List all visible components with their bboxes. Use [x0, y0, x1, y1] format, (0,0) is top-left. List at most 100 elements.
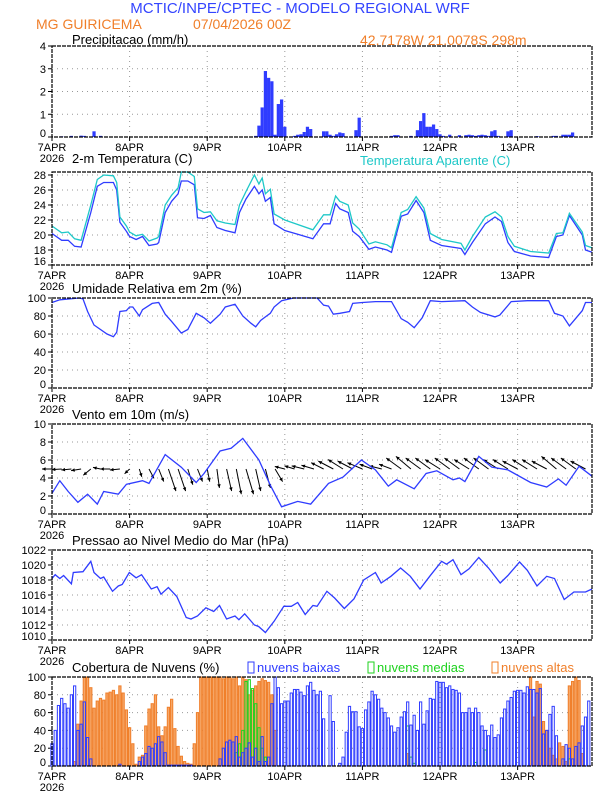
x-tick-label: 10APR — [267, 142, 302, 154]
wind-arrow-head — [71, 468, 75, 472]
precip-bar — [322, 131, 326, 137]
cloud-bar-nuvens-baixas — [409, 724, 413, 767]
series-line-velocidade-do-vento — [51, 437, 593, 508]
precip-bar — [279, 99, 284, 137]
cloud-bar-nuvens-baixas — [244, 747, 248, 767]
x-tick-label: 7APR — [38, 645, 67, 657]
cloud-bar-nuvens-baixas — [425, 710, 429, 767]
x-tick-label: 7APR — [38, 519, 67, 531]
y-tick-label: 60 — [34, 708, 46, 720]
wind-arrow-head — [395, 456, 400, 461]
y-tick-label: 40 — [34, 725, 46, 737]
y-tick-label: 8 — [40, 437, 46, 449]
cloud-bar-nuvens-baixas — [477, 712, 481, 767]
x-tick-label: 11APR — [345, 771, 379, 783]
plot-frame — [51, 171, 593, 266]
wind-arrow-head — [274, 465, 279, 470]
cloud-bar-nuvens-baixas — [448, 685, 452, 767]
cloud-bar-nuvens-altas — [212, 676, 216, 767]
station-name: MG GUIRICEMA — [36, 16, 142, 32]
y-tick-label: 80 — [34, 311, 46, 323]
cloud-bar-nuvens-baixas — [396, 727, 400, 767]
cloud-bar-nuvens-altas — [105, 692, 109, 767]
x-tick-label: 12APR — [423, 270, 458, 282]
cloud-bar-nuvens-baixas — [292, 688, 297, 767]
cloud-bar-nuvens-altas — [195, 712, 200, 767]
panel-wind: Vento em 10m (m/s) 0 2 4 6 8 10 7APR 8APR 9APR 10A… — [34, 407, 593, 542]
y-tick-label: 1018 — [22, 575, 46, 587]
wind-arrow-head — [61, 467, 66, 472]
cloud-bar-nuvens-baixas — [451, 688, 455, 767]
x-tick-label: 8APR — [115, 142, 144, 154]
cloud-bar-nuvens-baixas — [331, 721, 335, 767]
cloud-bar-nuvens-altas — [131, 743, 135, 767]
cloud-bar-nuvens-baixas — [499, 717, 504, 767]
wind-arrow-head — [207, 477, 211, 482]
cloud-bar-nuvens-baixas — [587, 700, 591, 767]
cloud-bar-nuvens-baixas — [444, 687, 449, 767]
cloud-bar-nuvens-baixas — [56, 704, 61, 767]
cloud-bar-nuvens-baixas — [380, 707, 384, 767]
cloud-bar-nuvens-baixas — [389, 725, 394, 767]
cloud-bar-nuvens-altas — [202, 676, 206, 767]
cloud-bar-nuvens-baixas — [412, 714, 416, 767]
precip-bar — [457, 135, 462, 137]
x-tick-label: 9APR — [193, 519, 222, 531]
cloud-bar-nuvens-baixas — [305, 685, 310, 767]
cloud-bar-nuvens-baixas — [503, 708, 507, 767]
cloud-bar-nuvens-altas — [102, 699, 106, 767]
cloud-bar-nuvens-altas — [218, 676, 222, 767]
cloud-bar-nuvens-altas — [179, 755, 183, 767]
y-tick-label: 26 — [34, 185, 46, 197]
cloud-bar-nuvens-baixas — [376, 698, 381, 767]
y-tick-label: 22 — [34, 215, 46, 227]
wind-arrow — [255, 468, 262, 492]
cloud-bar-nuvens-baixas — [302, 695, 306, 767]
precip-bar — [334, 134, 339, 137]
precip-bar — [257, 125, 261, 137]
wind-arrow-head — [182, 487, 187, 492]
cloud-bar-nuvens-altas — [267, 681, 271, 767]
wind-arrow-head — [328, 459, 332, 463]
precip-bar — [354, 130, 358, 137]
precip-bar — [325, 131, 329, 137]
cloud-bar-nuvens-altas — [98, 697, 103, 767]
y-tick-label: 1020 — [22, 560, 46, 572]
cloud-bar-nuvens-baixas — [299, 691, 303, 767]
cloud-bar-nuvens-baixas — [428, 697, 432, 767]
x-tick-label: 7APR — [38, 142, 67, 154]
x-tick-label: 11APR — [345, 645, 379, 657]
x-tick-label: 9APR — [193, 771, 222, 783]
cloud-bar-nuvens-baixas — [554, 735, 559, 767]
precip-bar — [331, 135, 335, 137]
y-tick-label: 2 — [40, 87, 46, 99]
cloud-bar-nuvens-altas — [166, 706, 171, 767]
precip-bar — [283, 126, 287, 137]
wind-arrow-head — [434, 457, 439, 462]
cloud-bar-nuvens-baixas — [490, 724, 494, 767]
cloud-bar-nuvens-baixas — [583, 716, 588, 767]
cloud-bar-nuvens-altas — [170, 698, 174, 767]
wind-arrow-head — [311, 462, 316, 466]
cloud-bar-nuvens-baixas — [486, 735, 491, 767]
precip-bar — [305, 126, 310, 137]
cloud-bar-nuvens-baixas — [438, 681, 442, 767]
cloud-bar-nuvens-altas — [124, 709, 128, 767]
cloud-bar-nuvens-altas — [558, 742, 562, 767]
x-tick-label: 13APR — [500, 645, 535, 657]
cloud-bar-nuvens-baixas — [73, 685, 77, 767]
wind-arrow-head — [318, 461, 323, 465]
cloud-bar-nuvens-altas — [205, 676, 209, 767]
cloud-bar-nuvens-baixas — [473, 707, 478, 767]
cloud-bar-nuvens-altas — [111, 689, 116, 767]
x-tick-label: 8APR — [115, 270, 144, 282]
wind-arrow-head — [229, 487, 233, 492]
y-tick-label: 40 — [34, 347, 46, 359]
cloud-bar-nuvens-baixas — [480, 725, 484, 767]
wind-arrow-head — [100, 467, 104, 471]
panel-humidity: Umidade Relativa em 2m (%) 0 20 40 60 80 100 7A… — [28, 281, 593, 416]
x-tick-label: 9APR — [193, 142, 222, 154]
precip-bar — [341, 133, 345, 137]
cloud-bar-nuvens-baixas — [364, 709, 368, 767]
cloud-bar-nuvens-baixas — [564, 744, 568, 767]
